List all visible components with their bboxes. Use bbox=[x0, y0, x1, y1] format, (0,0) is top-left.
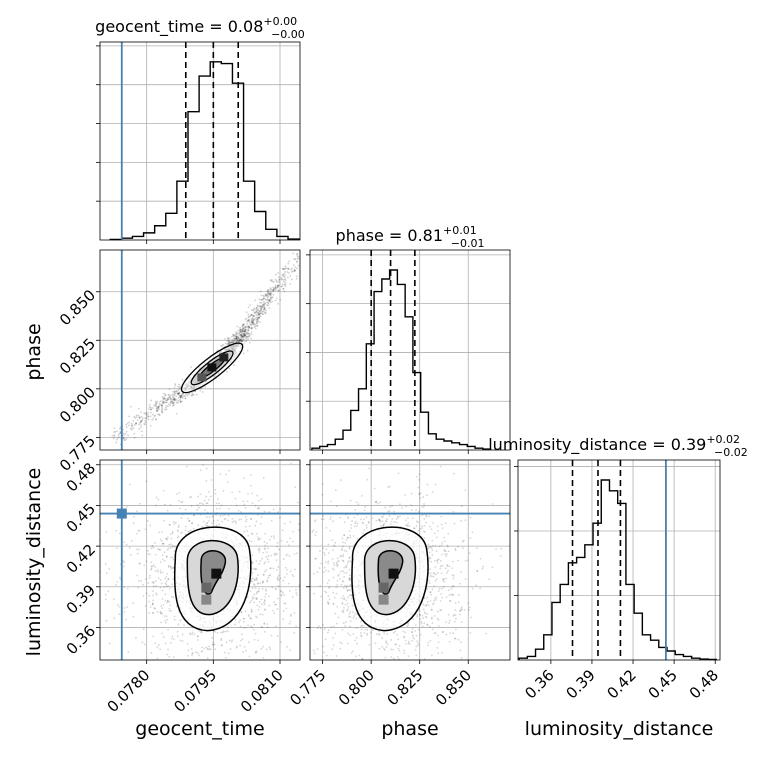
density-peak bbox=[201, 582, 212, 593]
histogram-geocent_time bbox=[109, 61, 300, 241]
tick-label-x: 0.42 bbox=[604, 666, 640, 702]
tick-label-y: 0.45 bbox=[63, 500, 99, 536]
panel-geocent-time-frame bbox=[99, 41, 301, 241]
tick-label-x: 0.825 bbox=[383, 666, 426, 709]
panel-phase-vs-geocent-time-frame bbox=[99, 249, 301, 451]
title-geocent-time: geocent_time = 0.08+0.00 −0.00 bbox=[95, 15, 305, 41]
panel-luminosity-distance-frame bbox=[517, 459, 721, 661]
density-peak bbox=[201, 594, 212, 605]
tick-label-y: 0.850 bbox=[56, 286, 99, 329]
truth-marker bbox=[116, 508, 127, 519]
tick-label-x: 0.0795 bbox=[170, 666, 220, 716]
joint-ld-geocent-time-frame-frame bbox=[99, 459, 301, 661]
title-luminosity-distance: luminosity_distance = 0.39+0.02 −0.02 bbox=[488, 433, 748, 459]
density-peak bbox=[197, 373, 207, 382]
tick-label-y: 0.39 bbox=[63, 581, 99, 617]
tick-label-y: 0.36 bbox=[63, 622, 99, 658]
density-peak bbox=[207, 363, 217, 372]
xlabel-geocent-time: geocent_time bbox=[135, 718, 264, 740]
tick-label-x: 0.48 bbox=[686, 666, 722, 702]
tick-label-x: 0.0780 bbox=[104, 666, 154, 716]
density-peak bbox=[378, 594, 389, 605]
tick-label-x: 0.775 bbox=[286, 666, 329, 709]
title-phase: phase = 0.81+0.01 −0.01 bbox=[336, 224, 485, 250]
joint-ld-phase bbox=[310, 460, 503, 660]
tick-label-x: 0.39 bbox=[562, 666, 598, 702]
density-peak bbox=[219, 353, 229, 362]
density-peak bbox=[211, 568, 222, 579]
joint-ld-phase-frame-frame bbox=[309, 459, 511, 661]
tick-label-x: 0.800 bbox=[335, 666, 378, 709]
tick-label-x: 0.36 bbox=[521, 666, 557, 702]
tick-label-y: 0.800 bbox=[56, 383, 99, 426]
panel-phase-frame bbox=[309, 249, 511, 451]
joint-phase-geocent-time bbox=[111, 252, 300, 446]
tick-label-y: 0.42 bbox=[63, 540, 99, 576]
histogram-phase bbox=[311, 269, 492, 450]
ylabel-phase: phase bbox=[23, 323, 45, 380]
tick-label-x: 0.45 bbox=[645, 666, 681, 702]
density-peak bbox=[378, 582, 389, 593]
tick-label-y: 0.825 bbox=[56, 335, 99, 378]
density-peak bbox=[388, 568, 399, 579]
histogram-luminosity_distance bbox=[518, 479, 718, 661]
joint-ld-geocent-time bbox=[100, 462, 300, 660]
xlabel-luminosity-distance: luminosity_distance bbox=[525, 718, 714, 740]
xlabel-phase: phase bbox=[381, 718, 438, 740]
tick-label-x: 0.0810 bbox=[237, 666, 287, 716]
ylabel-luminosity-distance: luminosity_distance bbox=[23, 468, 45, 657]
tick-label-x: 0.850 bbox=[432, 666, 475, 709]
